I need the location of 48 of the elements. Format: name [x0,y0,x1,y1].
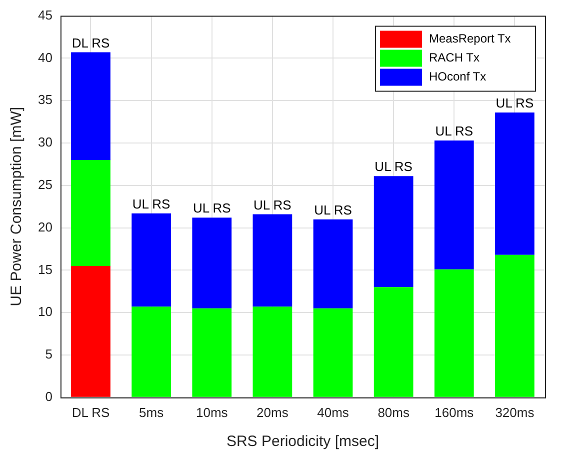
annotation: UL RS [254,197,292,212]
y-tick-label: 20 [38,219,52,234]
annotation: UL RS [314,202,352,218]
y-tick-label: 35 [38,92,52,108]
annotation: UL RS [496,96,534,111]
bar [192,218,232,308]
bar [495,254,534,397]
bar [495,112,534,255]
bar [132,306,171,397]
annotation: UL RS [374,159,413,174]
y-tick-label: 15 [38,262,52,277]
x-tick-label: 160ms [434,404,474,420]
bar [71,266,110,397]
x-tick-label: 10ms [196,404,228,420]
y-tick-label: 45 [38,7,52,22]
x-tick-label: 20ms [256,404,289,420]
annotation: DL RS [72,35,110,50]
x-tick-label: DL RS [72,404,110,420]
y-tick-label: 25 [38,176,52,192]
y-tick-label: 10 [38,304,52,320]
y-tick-label: 0 [45,388,52,404]
x-tick-label: 80ms [378,404,410,420]
annotation: UL RS [435,124,474,139]
bar [192,308,232,397]
bar [374,176,414,288]
y-tick-label: 40 [38,50,52,65]
y-tick-label: 5 [45,346,52,362]
x-tick-label: 320ms [495,404,535,420]
bar [434,269,474,397]
bar [252,214,292,307]
legend-label: HOconf Tx [429,70,486,84]
y-axis-title: UE Power Consumption [mW] [8,106,26,306]
annotation: UL RS [192,200,232,216]
legend-label: MeasReport Tx [429,32,511,46]
bar [71,160,110,266]
bar [313,219,353,308]
x-tick-label: 40ms [317,404,350,420]
y-tick-label: 30 [38,134,52,150]
bar [434,140,474,270]
x-tick-label: 5ms [139,404,164,420]
bar [313,308,353,397]
bar [71,52,110,160]
legend-label: RACH Tx [429,50,480,65]
x-axis-title: SRS Periodicity [msec] [226,433,380,450]
bar [252,306,292,397]
bar [132,213,171,307]
bar [374,287,414,397]
annotation: UL RS [132,196,171,212]
